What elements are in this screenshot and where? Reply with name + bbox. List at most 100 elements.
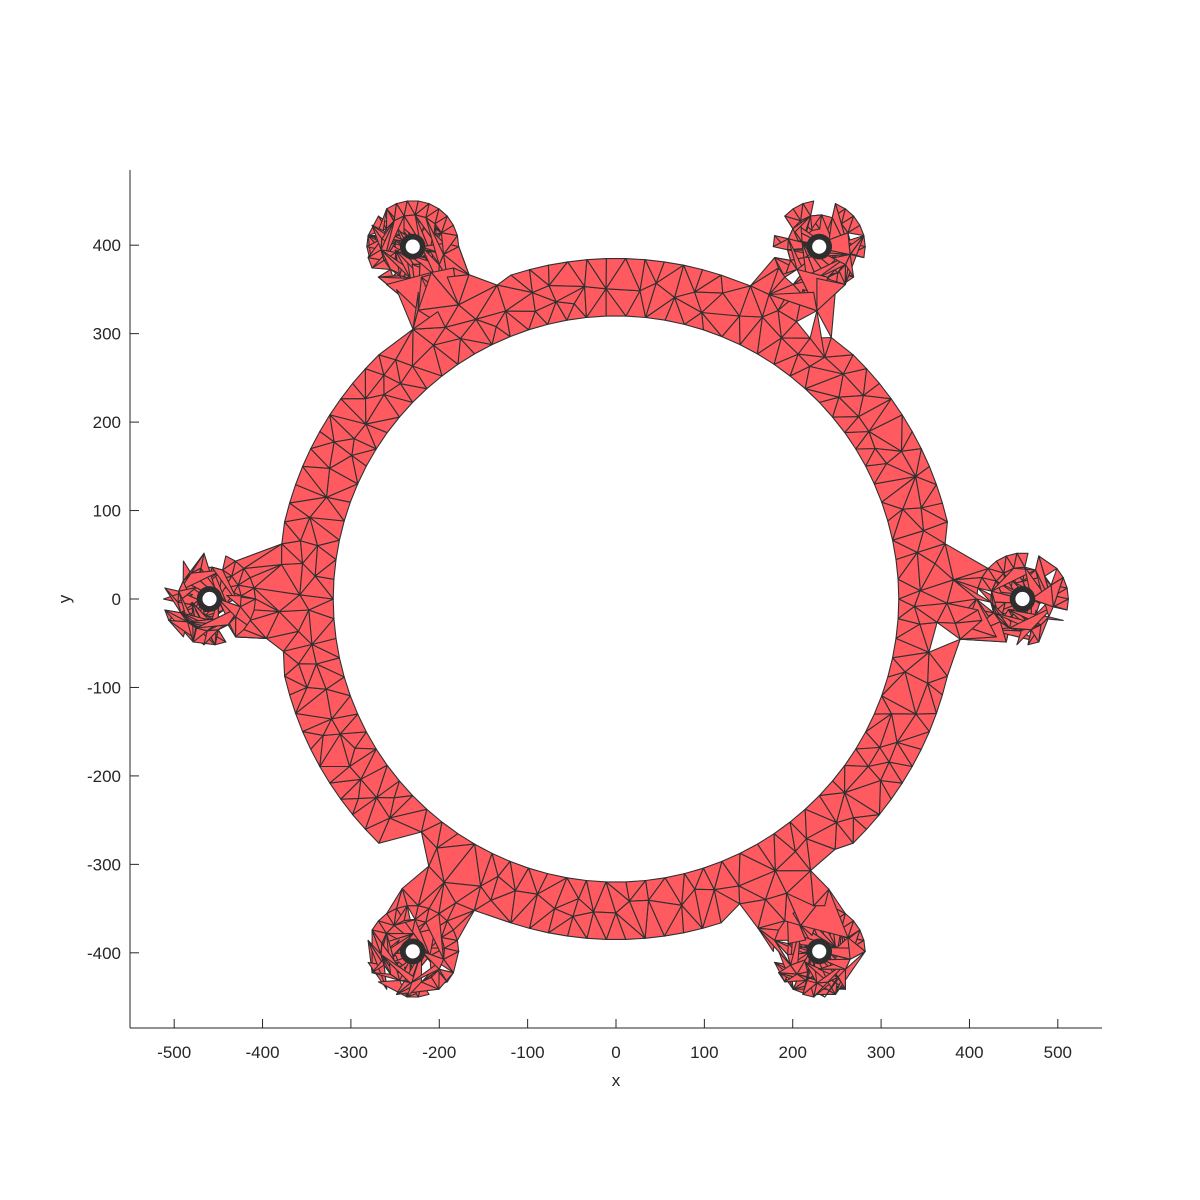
mesh-element [892,651,930,673]
mesh-element [844,765,882,794]
mesh-element [298,663,317,688]
mesh-element [412,311,446,330]
bolt-hole [405,944,420,959]
x-tick-label: 500 [1044,1043,1072,1062]
y-ticks: -400 -300 -200 -100 0 100 200 300 400 [87,236,139,963]
mesh-element [739,898,767,929]
bolt-hole [812,239,827,254]
x-tick-label: -200 [422,1043,456,1062]
mesh-element [757,927,792,966]
mesh-element [847,937,866,960]
x-tick-label: 400 [955,1043,983,1062]
mesh-element [655,264,685,298]
mesh-element [376,797,395,819]
mesh-element [393,919,416,927]
mesh-element [592,911,617,940]
mesh-element [1008,606,1054,631]
mesh-element [455,885,482,911]
mesh-element [772,238,789,251]
x-tick-label: 200 [779,1043,807,1062]
mesh-element [832,253,851,266]
mesh-element [389,808,428,833]
bolt-hole [405,239,420,254]
mesh-element [333,438,355,456]
x-ticks: -500 -400 -300 -200 -100 0 100 200 300 400 500 [157,1019,1072,1062]
mesh-element [364,394,385,425]
mesh-element [496,284,533,312]
x-tick-label: -100 [511,1043,545,1062]
y-tick-label: 0 [112,590,121,609]
mesh-element [816,277,846,312]
mesh-element [421,950,445,970]
bolt-holes [196,233,1036,965]
mesh-element [371,259,392,270]
mesh-element [713,889,741,924]
y-tick-label: -200 [87,767,121,786]
mesh-element [339,733,356,768]
mesh-element [722,285,751,317]
y-tick-label: 300 [93,325,121,344]
y-tick-label: -300 [87,855,121,874]
mesh-element [428,847,445,883]
mesh-element [440,232,458,256]
mesh-element [386,887,403,915]
mesh-element [797,337,826,358]
mesh-element [784,973,807,983]
y-axis-label: y [55,594,74,603]
mesh-element [805,821,838,850]
x-axis-label: x [612,1071,621,1090]
mesh-element [490,875,516,901]
mesh-element [774,850,812,872]
mesh-element [768,291,818,312]
mesh-element [816,958,851,984]
y-tick-label: 200 [93,413,121,432]
bolt-hole [1015,591,1030,607]
mesh-element [810,870,830,907]
mesh-element [278,594,310,613]
mesh-element [226,594,242,608]
mesh-element [584,259,607,290]
y-tick-label: -400 [87,944,121,963]
y-tick-label: -100 [87,678,121,697]
mesh-element [211,566,241,608]
mesh-element [821,958,851,970]
bolt-hole [202,591,217,607]
mesh-element [329,765,362,784]
mesh-element [425,217,445,266]
mesh-element [360,764,388,799]
mesh-element [913,605,938,625]
mesh-element [855,746,881,768]
mesh-element [383,383,414,403]
mesh-element [302,465,331,498]
mesh-element [838,395,864,418]
mesh-element [928,638,961,677]
mesh-element [847,224,865,237]
mesh-element [902,507,925,532]
x-tick-label: -500 [157,1043,191,1062]
mesh-element [572,898,595,917]
mesh-element [647,899,683,937]
mesh-element [605,258,641,292]
y-tick-label: 400 [93,236,121,255]
y-tick-label: 100 [93,502,121,521]
mesh-element [605,881,630,914]
x-tick-label: -300 [334,1043,368,1062]
mesh-element [952,579,992,603]
mesh-element [761,293,779,318]
mesh-element [844,416,870,434]
mesh-element [299,562,316,596]
mesh-element [510,890,538,924]
mesh-element [289,496,328,519]
mesh-element [936,621,961,640]
mesh-element [322,718,341,736]
mesh-element [475,318,497,346]
mesh-element [444,304,477,328]
x-tick-label: -400 [246,1043,280,1062]
plot-area [163,200,1069,998]
bolt-hole [812,944,827,959]
mesh-element [952,577,983,589]
x-tick-label: 100 [690,1043,718,1062]
mesh-element [694,888,715,929]
mesh-element [818,792,846,824]
